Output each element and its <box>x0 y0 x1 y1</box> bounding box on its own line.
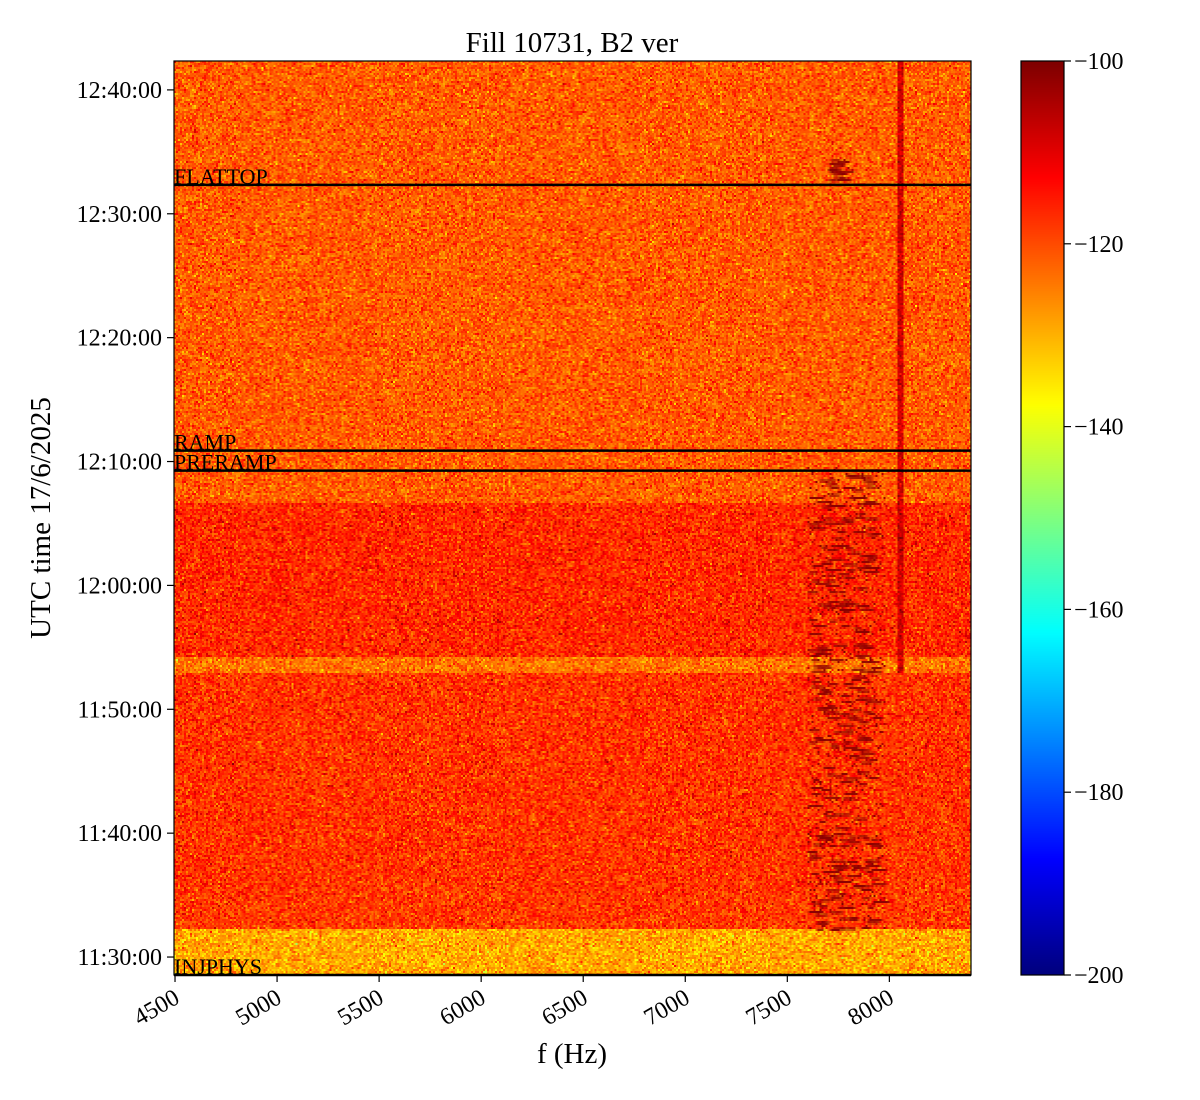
colorbar-tick-label: −120 <box>1074 232 1124 258</box>
spectrogram-heatmap <box>174 61 971 975</box>
y-axis-label: UTC time 17/6/2025 <box>25 397 57 639</box>
colorbar-tick-label: −160 <box>1074 597 1124 623</box>
annotation-label: FLATTOP <box>174 164 268 189</box>
x-tick-label: 6000 <box>436 985 491 1032</box>
colorbar-frame <box>1020 60 1065 976</box>
colorbar-tick-label: −200 <box>1074 963 1124 989</box>
annotation-label: PRERAMP <box>174 450 277 475</box>
x-tick-label: 4500 <box>129 985 184 1032</box>
colorbar-tick-label: −140 <box>1074 415 1124 441</box>
annotation-label: RAMP <box>174 430 236 455</box>
y-tick-label: 12:00:00 <box>77 573 162 599</box>
x-tick-label: 6500 <box>538 985 593 1032</box>
x-tick-label: 7500 <box>742 985 797 1032</box>
y-tick-label: 11:50:00 <box>78 697 162 723</box>
y-tick-label: 12:40:00 <box>77 78 162 104</box>
x-tick-label: 8000 <box>844 985 899 1032</box>
y-tick-label: 11:30:00 <box>78 945 162 971</box>
colorbar-tick-label: −180 <box>1074 780 1124 806</box>
colorbar-gradient <box>1021 61 1064 975</box>
y-tick-label: 12:30:00 <box>77 202 162 228</box>
x-ticks: 4500 5000 5500 6000 6500 7000 7500 8000 <box>129 975 898 1031</box>
y-tick-label: 12:20:00 <box>77 326 162 352</box>
y-ticks: 11:30:00 11:40:00 11:50:00 12:00:00 12:10:00… <box>77 78 174 971</box>
plot-frame <box>173 60 972 976</box>
x-axis-label: f (Hz) <box>537 1038 607 1070</box>
y-tick-label: 12:10:00 <box>77 450 162 476</box>
x-tick-label: 5500 <box>334 985 389 1032</box>
colorbar-ticks: −100 −120 −140 −160 −180 −200 <box>1064 49 1124 989</box>
y-tick-label: 11:40:00 <box>78 821 162 847</box>
chart-title: Fill 10731, B2 ver <box>466 27 679 59</box>
colorbar-tick-label: −100 <box>1074 49 1124 75</box>
x-tick-label: 5000 <box>231 985 286 1032</box>
x-tick-label: 7000 <box>640 985 695 1032</box>
